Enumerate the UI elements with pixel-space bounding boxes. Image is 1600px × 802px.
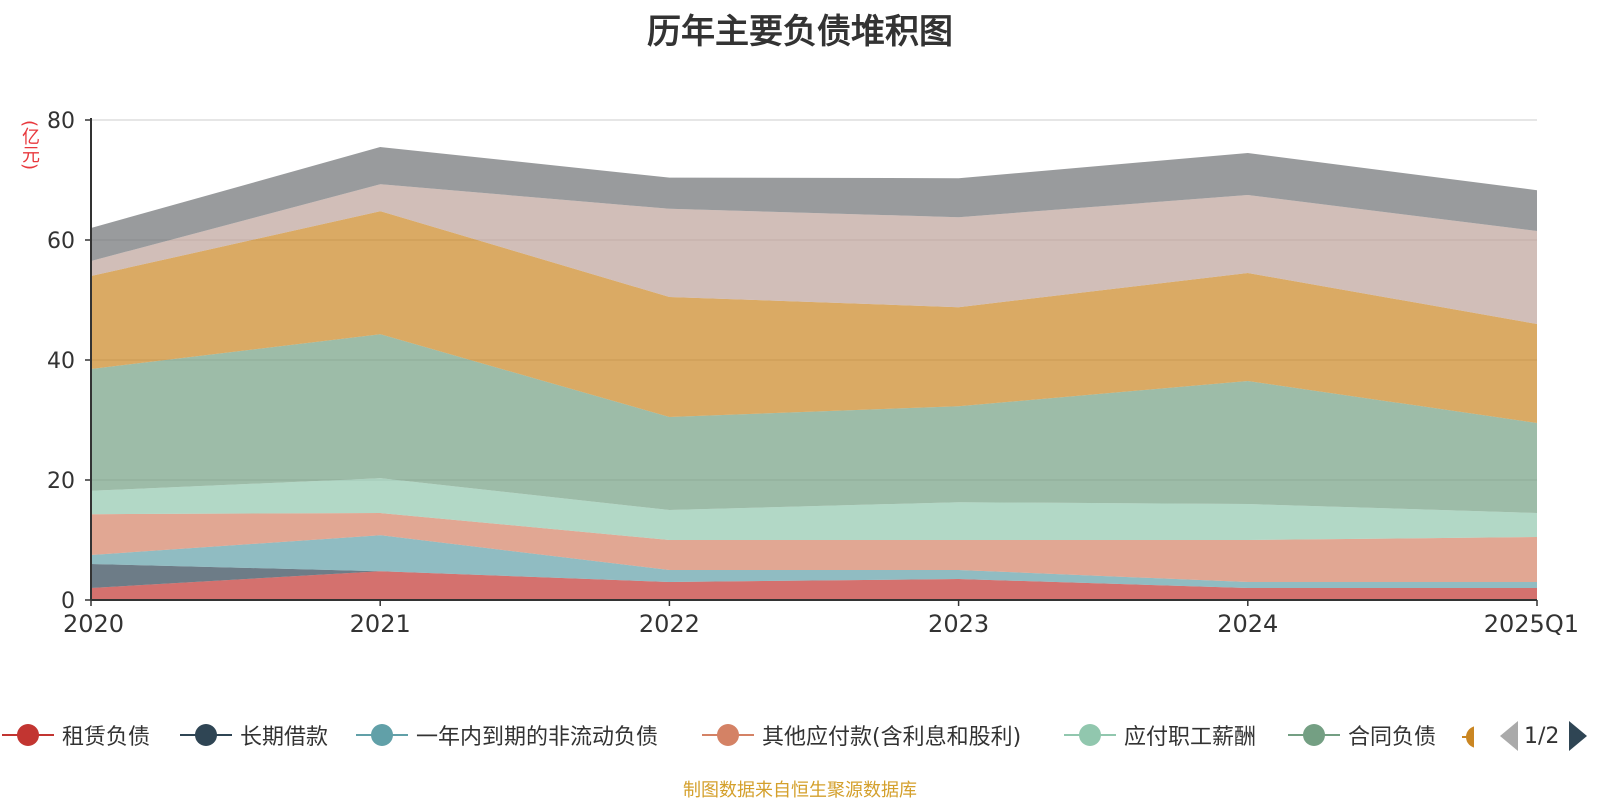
area-series-9 xyxy=(91,147,1537,261)
legend-marker-icon xyxy=(356,720,408,750)
area-series-5 xyxy=(91,478,1537,540)
y-axis-unit: (亿元) xyxy=(19,120,40,171)
x-tick-label: 2025Q1 xyxy=(1484,610,1579,638)
legend-label: 其他应付款(含利息和股利) xyxy=(762,725,1022,750)
legend-item[interactable]: 一年内到期的非流动负债 xyxy=(356,710,658,760)
legend-marker-icon xyxy=(2,720,54,750)
x-tick-label: 2021 xyxy=(350,610,411,638)
legend-label: 一年内到期的非流动负债 xyxy=(416,725,659,750)
legend-item[interactable]: 其他应付款(含利息和股利) xyxy=(702,710,1021,760)
legend-label: 应付职工薪酬 xyxy=(1124,725,1257,750)
legend-item[interactable]: 应付职工薪酬 xyxy=(1064,710,1256,760)
legend-label: 合同负债 xyxy=(1348,725,1437,750)
area-series-6 xyxy=(91,334,1537,513)
chart-title: 历年主要负债堆积图 xyxy=(647,12,953,52)
source-note: 制图数据来自恒生聚源数据库 xyxy=(683,780,917,801)
stacked-area-chart: 0 20 40 60 80 2020 2021 2022 2023 2024 2025Q1 xyxy=(47,109,1579,638)
legend-item[interactable]: 长期借款 xyxy=(180,710,328,760)
legend-marker-icon xyxy=(1064,720,1116,750)
legend-label: 长期借款 xyxy=(240,725,329,750)
legend-marker-icon xyxy=(1288,720,1340,750)
legend: 租赁负债 长期借款 一年内到期的非流动负债 其他应付款(含利息和股利) 应付职工薪酬 合同… xyxy=(0,710,1600,760)
area-series-1 xyxy=(91,571,1537,600)
legend-marker-icon xyxy=(180,720,232,750)
area-series-3 xyxy=(91,535,1537,588)
x-tick-label: 2022 xyxy=(639,610,700,638)
x-tick-label: 2023 xyxy=(928,610,989,638)
x-tick-label: 2024 xyxy=(1217,610,1278,638)
area-series-7 xyxy=(91,211,1537,423)
page-indicator: 1/2 xyxy=(1524,723,1560,749)
y-tick-label: 20 xyxy=(47,469,75,494)
legend-marker-icon xyxy=(702,720,754,750)
legend-item[interactable]: 合同负债 xyxy=(1288,710,1436,760)
legend-item[interactable]: 租赁负债 xyxy=(2,710,150,760)
legend-label: 租赁负债 xyxy=(62,725,151,750)
legend-pager: 1/2 xyxy=(1500,716,1588,756)
x-tick-label: 2020 xyxy=(63,610,124,638)
y-tick-label: 40 xyxy=(47,349,75,374)
y-tick-label: 60 xyxy=(47,229,75,254)
y-tick-label: 80 xyxy=(47,109,75,134)
next-page-icon[interactable] xyxy=(1569,721,1588,751)
area-series-4 xyxy=(91,513,1537,582)
y-tick-label: 0 xyxy=(61,589,75,614)
axes: 0 20 40 60 80 2020 2021 2022 2023 2024 2025Q1 xyxy=(47,109,1579,638)
area-series-8 xyxy=(91,184,1537,324)
legend-overflow-item[interactable] xyxy=(1462,722,1474,752)
area-series xyxy=(91,147,1537,600)
prev-page-icon[interactable] xyxy=(1500,721,1518,751)
